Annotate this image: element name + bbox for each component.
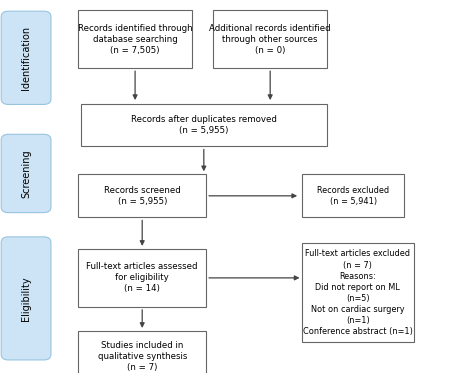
FancyBboxPatch shape <box>78 10 192 68</box>
Text: Studies included in
qualitative synthesis
(n = 7): Studies included in qualitative synthesi… <box>98 341 187 372</box>
Text: Identification: Identification <box>21 26 31 90</box>
Text: Records screened
(n = 5,955): Records screened (n = 5,955) <box>104 186 181 206</box>
FancyBboxPatch shape <box>81 103 327 146</box>
Text: Records identified through
database searching
(n = 7,505): Records identified through database sear… <box>78 23 192 55</box>
FancyBboxPatch shape <box>78 331 206 373</box>
Text: Records excluded
(n = 5,941): Records excluded (n = 5,941) <box>317 186 389 206</box>
Text: Full-text articles assessed
for eligibility
(n = 14): Full-text articles assessed for eligibil… <box>86 262 198 294</box>
Text: Full-text articles excluded
(n = 7)
Reasons:
Did not report on ML
(n=5)
Not on c: Full-text articles excluded (n = 7) Reas… <box>303 250 413 336</box>
FancyBboxPatch shape <box>78 249 206 307</box>
FancyBboxPatch shape <box>78 175 206 217</box>
FancyBboxPatch shape <box>302 243 413 342</box>
FancyBboxPatch shape <box>1 237 51 360</box>
FancyBboxPatch shape <box>302 175 404 217</box>
FancyBboxPatch shape <box>1 134 51 213</box>
FancyBboxPatch shape <box>213 10 327 68</box>
Text: Additional records identified
through other sources
(n = 0): Additional records identified through ot… <box>210 23 331 55</box>
Text: Records after duplicates removed
(n = 5,955): Records after duplicates removed (n = 5,… <box>131 115 277 135</box>
FancyBboxPatch shape <box>1 11 51 104</box>
Text: Screening: Screening <box>21 149 31 198</box>
Text: Eligibility: Eligibility <box>21 276 31 321</box>
